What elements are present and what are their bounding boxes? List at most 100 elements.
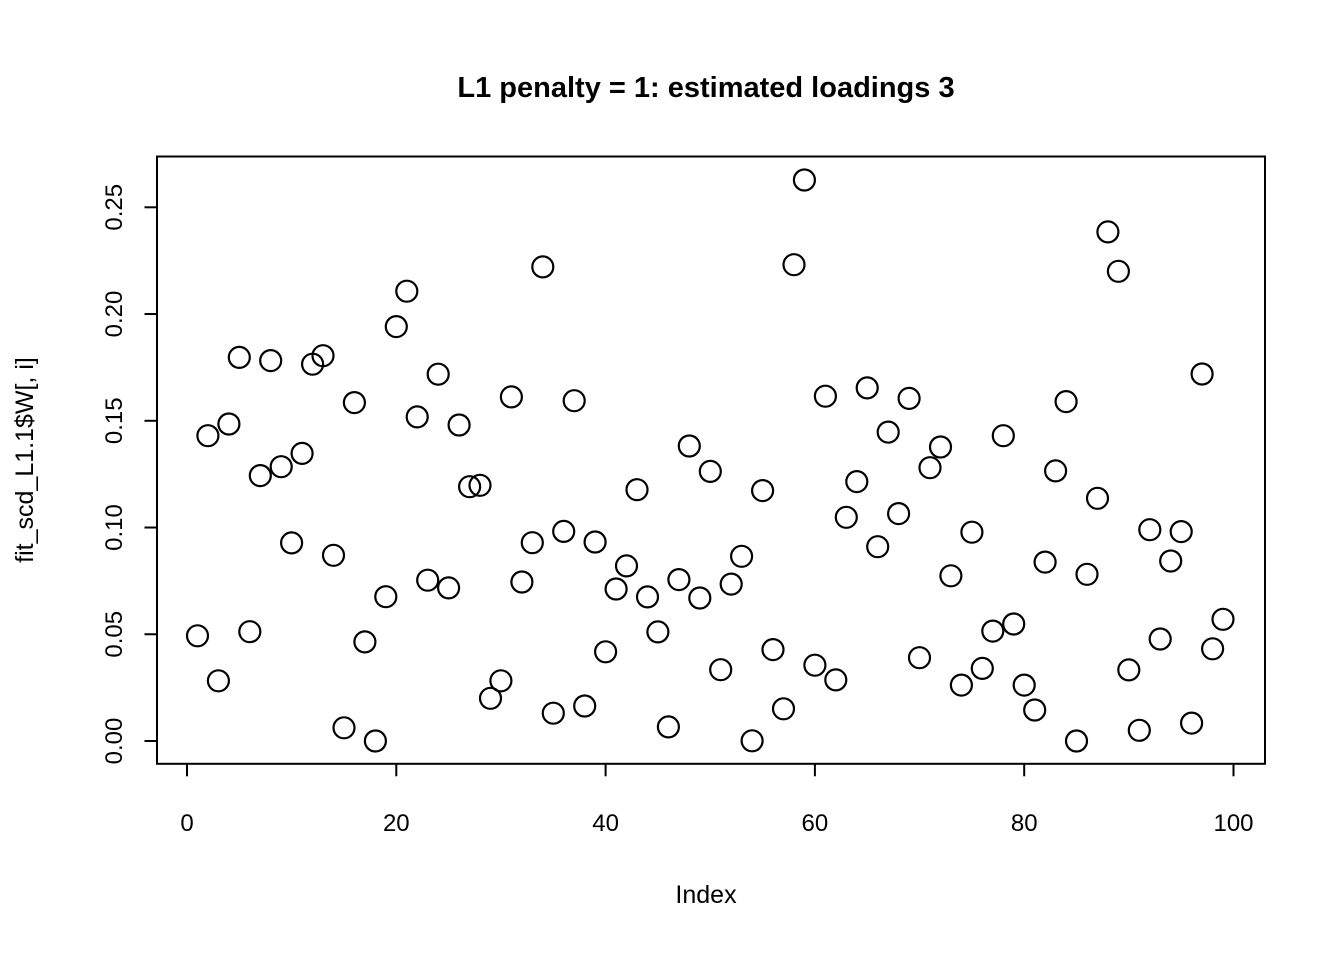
data-point — [656, 715, 681, 739]
data-point — [552, 519, 576, 544]
data-point — [792, 168, 817, 192]
data-point — [1148, 627, 1172, 651]
data-point — [1179, 711, 1204, 735]
data-point — [531, 255, 555, 279]
data-point — [813, 384, 838, 408]
data-point — [499, 385, 523, 409]
data-point — [405, 405, 429, 429]
data-point — [217, 412, 241, 436]
data-point — [939, 564, 963, 588]
x-axis-tick-label: 20 — [383, 810, 410, 837]
data-point — [677, 434, 701, 458]
data-point — [761, 637, 785, 662]
data-point — [342, 391, 366, 415]
data-point — [866, 535, 890, 559]
data-point — [1190, 362, 1214, 386]
data-point — [771, 697, 796, 721]
data-point — [709, 658, 733, 682]
data-point — [1023, 698, 1047, 722]
data-point — [562, 389, 586, 413]
x-axis-label: Index — [675, 881, 737, 909]
data-point — [729, 544, 754, 568]
data-point — [185, 624, 210, 648]
data-point — [918, 456, 942, 480]
data-point — [510, 570, 534, 594]
data-point — [573, 694, 597, 718]
data-point — [991, 424, 1015, 448]
data-point — [688, 586, 712, 610]
data-point — [604, 577, 628, 601]
data-point — [782, 253, 806, 277]
data-point — [447, 413, 471, 437]
y-axis-tick-label: 0.20 — [101, 291, 128, 338]
data-point — [374, 585, 398, 609]
data-point — [614, 554, 639, 578]
x-axis-tick-label: 100 — [1213, 810, 1253, 837]
data-points-layer — [185, 168, 1235, 753]
data-point — [876, 420, 900, 444]
data-point — [311, 344, 335, 368]
axis-ticks-layer: 0 20 40 60 80 100 0.00 0.05 0.10 0.15 0.20 0.25 — [101, 184, 1254, 837]
data-point — [1085, 486, 1110, 510]
data-point — [1064, 729, 1089, 753]
data-point — [981, 619, 1005, 643]
data-point — [834, 505, 858, 529]
data-point — [363, 729, 387, 753]
data-point — [1159, 549, 1183, 573]
data-point — [845, 470, 869, 494]
data-point — [1012, 673, 1036, 697]
data-point — [1127, 718, 1151, 742]
y-axis-label: fit_scd_L1.1$W[, i] — [11, 357, 39, 563]
data-point — [489, 669, 513, 693]
data-point — [1043, 459, 1068, 483]
data-point — [960, 520, 984, 544]
data-point — [384, 315, 408, 339]
data-point — [928, 435, 953, 459]
data-point — [520, 531, 544, 555]
data-point — [196, 424, 220, 448]
data-point — [970, 656, 994, 681]
data-point — [321, 543, 346, 567]
data-point — [1138, 518, 1162, 542]
data-point — [625, 478, 649, 502]
data-point — [635, 585, 660, 609]
data-point — [259, 349, 283, 373]
data-point — [667, 567, 691, 592]
data-point — [1033, 550, 1057, 574]
data-point — [897, 386, 921, 410]
data-point — [458, 475, 482, 499]
chart-title: L1 penalty = 1: estimated loadings 3 — [457, 72, 954, 104]
data-point — [719, 572, 743, 596]
data-point — [907, 646, 932, 670]
x-axis-tick-label: 60 — [802, 810, 829, 837]
data-point — [824, 668, 848, 692]
data-point — [949, 673, 974, 697]
data-point — [206, 669, 230, 693]
x-axis-tick-label: 80 — [1011, 810, 1038, 837]
data-point — [1096, 220, 1120, 244]
data-point — [855, 376, 879, 400]
plot-area-box — [156, 155, 1266, 765]
y-axis-tick-label: 0.05 — [101, 611, 128, 658]
y-axis-tick-label: 0.10 — [101, 504, 128, 551]
data-point — [248, 464, 272, 488]
data-point — [437, 576, 461, 600]
data-point — [1169, 519, 1193, 544]
x-axis-tick-label: 0 — [180, 810, 193, 837]
data-point — [1054, 390, 1078, 414]
data-point — [227, 345, 251, 369]
data-point — [541, 701, 565, 725]
data-point — [478, 686, 503, 710]
data-point — [290, 441, 314, 465]
data-point — [353, 630, 377, 654]
data-point — [238, 620, 262, 644]
data-point — [1211, 607, 1235, 631]
y-axis-tick-label: 0.25 — [101, 184, 128, 231]
data-point — [332, 716, 356, 740]
data-point — [740, 729, 764, 753]
data-point — [468, 473, 492, 497]
data-point — [1117, 658, 1141, 682]
data-point — [395, 279, 419, 303]
